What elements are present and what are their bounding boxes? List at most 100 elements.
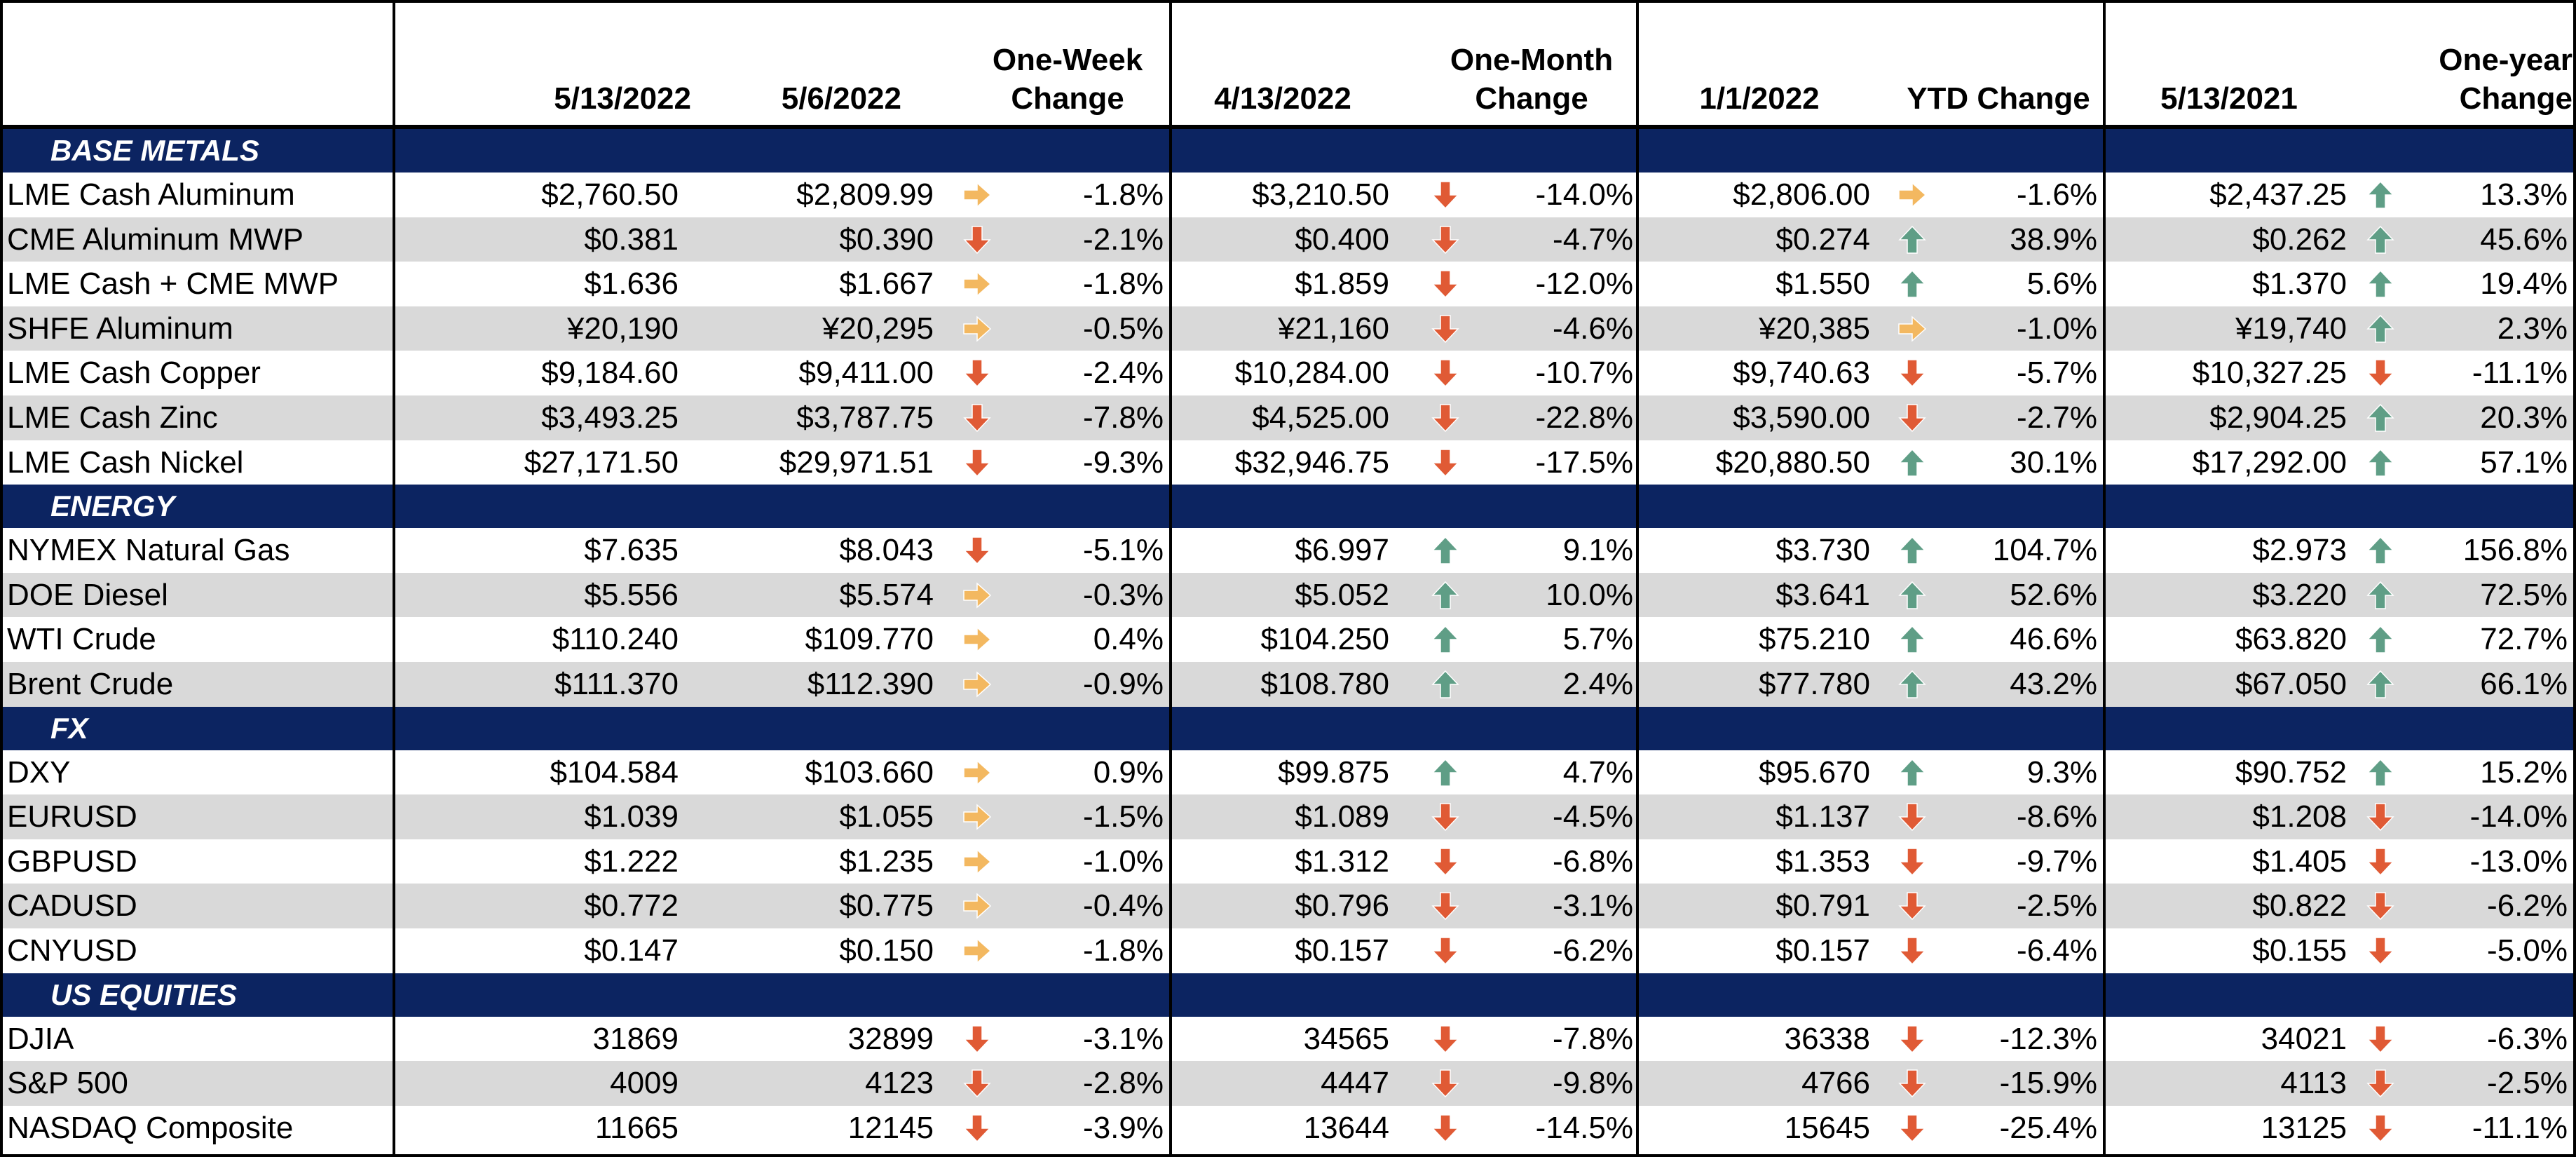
header-change: Change xyxy=(1011,81,1124,116)
change-one-month: -4.5% xyxy=(1553,799,1633,834)
change-one-month: -12.0% xyxy=(1535,266,1633,302)
value-ytd-start: $1.137 xyxy=(1776,799,1870,834)
change-ytd: 9.3% xyxy=(2026,755,2097,790)
value-one-week-ago: $5.574 xyxy=(839,577,934,612)
value-one-week-ago: $1.235 xyxy=(839,844,934,879)
value-ytd-start: $3.641 xyxy=(1776,577,1870,612)
table-row xyxy=(0,662,2576,707)
section-title: ENERGY xyxy=(50,489,175,523)
value-current: $9,184.60 xyxy=(541,356,679,391)
row-label: CNYUSD xyxy=(7,933,137,968)
change-ytd: -12.3% xyxy=(1999,1021,2097,1056)
row-label: Brent Crude xyxy=(7,667,174,701)
change-ytd: -6.4% xyxy=(2017,933,2097,968)
table-row xyxy=(0,440,2576,485)
down-arrow-icon xyxy=(2365,891,2396,925)
change-one-year: -14.0% xyxy=(2469,799,2568,834)
down-arrow-icon xyxy=(1897,891,1928,925)
down-arrow-icon xyxy=(2365,935,2396,970)
up-arrow-icon xyxy=(1897,580,1928,614)
table-row xyxy=(0,928,2576,973)
change-one-week: -0.5% xyxy=(1083,311,1164,346)
value-ytd-start: $95.670 xyxy=(1758,755,1870,790)
up-arrow-icon xyxy=(2365,535,2396,569)
change-one-year: 72.7% xyxy=(2480,622,2568,657)
right-arrow-icon xyxy=(962,313,993,348)
right-arrow-icon xyxy=(962,801,993,836)
table-row xyxy=(0,217,2576,262)
value-ytd-start: $0.791 xyxy=(1776,888,1870,923)
row-label: LME Cash Zinc xyxy=(7,400,218,435)
up-arrow-icon xyxy=(2365,180,2396,214)
change-one-month: -4.7% xyxy=(1553,222,1633,257)
value-one-month-ago: 34565 xyxy=(1303,1021,1389,1056)
change-ytd: 30.1% xyxy=(2010,445,2097,480)
change-one-month: -4.6% xyxy=(1553,311,1633,346)
down-arrow-icon xyxy=(2365,1113,2396,1147)
change-one-month: -14.0% xyxy=(1535,177,1633,212)
change-one-month: -6.2% xyxy=(1553,933,1633,968)
change-one-week: -1.8% xyxy=(1083,933,1164,968)
change-one-week: -2.8% xyxy=(1083,1066,1164,1101)
right-arrow-icon xyxy=(1897,180,1928,214)
value-one-month-ago: $104.250 xyxy=(1260,622,1389,657)
value-one-month-ago: $10,284.00 xyxy=(1234,356,1389,391)
up-arrow-icon xyxy=(1897,669,1928,703)
up-arrow-icon xyxy=(2365,447,2396,482)
up-arrow-icon xyxy=(1897,269,1928,303)
down-arrow-icon xyxy=(1897,402,1928,437)
value-current: 11665 xyxy=(594,1110,679,1145)
table-row xyxy=(0,617,2576,662)
change-one-week: -1.5% xyxy=(1083,799,1164,834)
value-one-year-ago: $0.822 xyxy=(2252,888,2347,923)
value-ytd-start: 4766 xyxy=(1801,1066,1870,1101)
value-ytd-start: $1.353 xyxy=(1776,844,1870,879)
row-divider xyxy=(0,0,2576,3)
value-one-week-ago: $0.390 xyxy=(839,222,934,257)
change-ytd: -25.4% xyxy=(1999,1110,2097,1145)
value-one-year-ago: $2.973 xyxy=(2252,533,2347,568)
value-ytd-start: $77.780 xyxy=(1758,667,1870,701)
right-arrow-icon xyxy=(962,269,993,303)
table-border xyxy=(2573,0,2576,1157)
down-arrow-icon xyxy=(2365,1024,2396,1058)
down-arrow-icon xyxy=(962,1068,993,1102)
value-one-year-ago: $3.220 xyxy=(2252,577,2347,612)
change-ytd: -1.0% xyxy=(2017,311,2097,346)
value-ytd-start: $9,740.63 xyxy=(1733,356,1870,391)
value-one-year-ago: $2,904.25 xyxy=(2209,400,2347,435)
change-one-year: 72.5% xyxy=(2480,577,2568,612)
header-change: Change xyxy=(2459,81,2572,116)
header-change: One-Month xyxy=(1450,43,1614,77)
right-arrow-icon xyxy=(962,846,993,881)
change-one-month: -14.5% xyxy=(1535,1110,1633,1145)
change-one-year: -2.5% xyxy=(2487,1066,2568,1101)
change-one-year: 2.3% xyxy=(2497,311,2568,346)
value-one-year-ago: $10,327.25 xyxy=(2192,356,2347,391)
value-one-month-ago: $0.796 xyxy=(1295,888,1389,923)
change-one-year: -6.2% xyxy=(2487,888,2568,923)
change-one-week: -2.4% xyxy=(1083,356,1164,391)
value-ytd-start: 36338 xyxy=(1784,1021,1870,1056)
section-title: BASE METALS xyxy=(50,134,259,167)
column-divider xyxy=(2103,0,2106,1157)
value-ytd-start: $1.550 xyxy=(1776,266,1870,302)
value-ytd-start: $20,880.50 xyxy=(1715,445,1870,480)
row-label: CADUSD xyxy=(7,888,137,923)
value-current: $0.381 xyxy=(584,222,679,257)
header-change: YTD Change xyxy=(1907,81,2090,116)
change-one-year: 57.1% xyxy=(2480,445,2568,480)
up-arrow-icon xyxy=(1430,757,1461,792)
down-arrow-icon xyxy=(962,224,993,259)
value-one-year-ago: $2,437.25 xyxy=(2209,177,2347,212)
header-date: 5/13/2022 xyxy=(554,81,691,116)
value-one-year-ago: $90.752 xyxy=(2235,755,2347,790)
header-change: One-Week xyxy=(992,43,1143,77)
value-one-week-ago: ¥20,295 xyxy=(822,311,934,346)
value-one-month-ago: $3,210.50 xyxy=(1252,177,1389,212)
down-arrow-icon xyxy=(1430,801,1461,836)
change-one-month: -7.8% xyxy=(1553,1021,1633,1056)
row-label: LME Cash Nickel xyxy=(7,445,244,480)
value-one-week-ago: $0.775 xyxy=(839,888,934,923)
value-one-week-ago: 12145 xyxy=(847,1110,934,1145)
